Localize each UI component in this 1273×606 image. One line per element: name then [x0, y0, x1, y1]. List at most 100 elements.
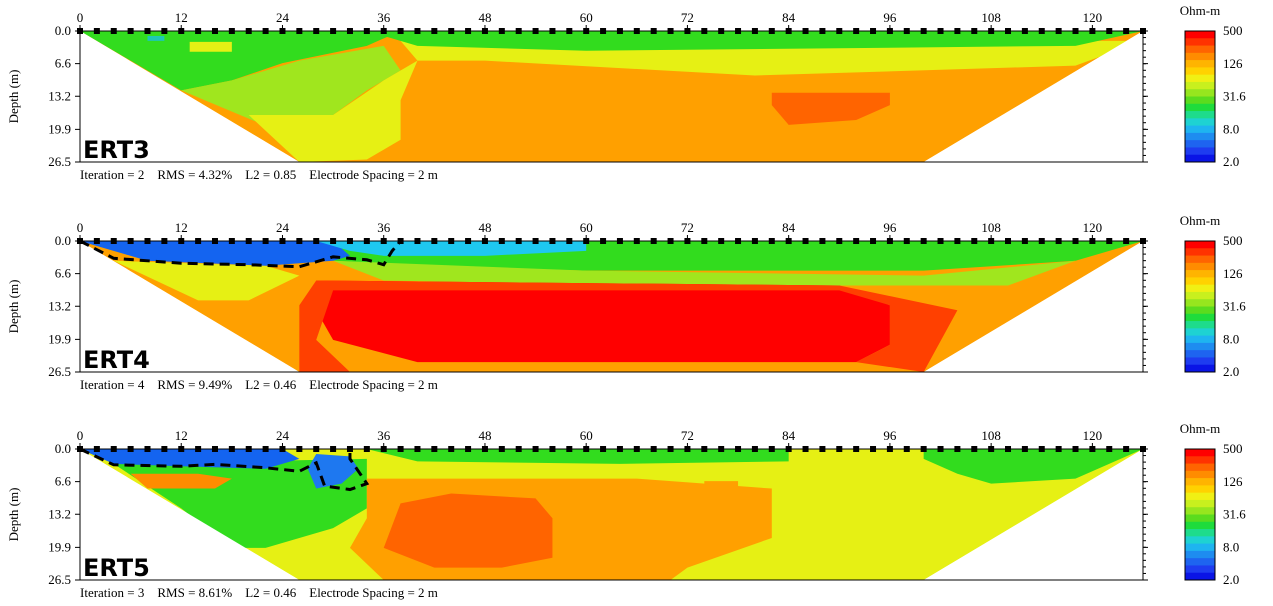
zone-green-left — [80, 31, 401, 91]
panel-label: ERT3 — [83, 136, 150, 164]
colorbar-tick-label: 500 — [1223, 233, 1243, 248]
colorbar-title: Ohm-m — [1180, 3, 1220, 18]
zone-deep-orange — [771, 92, 890, 125]
electrode-marker — [211, 238, 218, 244]
electrode-marker — [1123, 446, 1130, 452]
electrode-marker — [144, 446, 151, 452]
electrode-marker — [971, 238, 978, 244]
colorbar-tick-label: 31.6 — [1223, 299, 1246, 314]
x-tick-label: 96 — [883, 10, 897, 25]
zone-orange-wing — [130, 473, 232, 489]
electrode-marker — [954, 28, 961, 34]
colorbar-tick-label: 2.0 — [1223, 572, 1239, 587]
colorbar-swatch — [1185, 328, 1215, 337]
electrode-marker — [870, 446, 877, 452]
electrode-marker — [836, 446, 843, 452]
electrode-marker — [515, 446, 522, 452]
x-tick-label: 12 — [175, 428, 188, 443]
electrode-marker — [346, 28, 353, 34]
electrode-marker — [971, 28, 978, 34]
electrode-marker — [498, 28, 505, 34]
x-tick-label: 24 — [276, 428, 290, 443]
electrode-marker — [1038, 238, 1045, 244]
zone-light-green — [333, 260, 1076, 286]
electrode-marker — [1005, 238, 1012, 244]
y-tick-label: 0.0 — [55, 441, 71, 456]
colorbar-swatch — [1185, 321, 1215, 329]
colorbar-swatch — [1185, 89, 1215, 97]
panel-ert3: 0 12 24 36 48 60 72 84 96 108 120 0.0 6.6 13.2 19.9 26.… — [6, 3, 1246, 182]
x-tick-label: 84 — [782, 10, 796, 25]
x-tick-label: 12 — [175, 10, 188, 25]
y-tick-label: 6.6 — [55, 266, 72, 281]
y-tick-label: 0.0 — [55, 23, 71, 38]
x-tick-label: 120 — [1083, 220, 1103, 235]
colorbar-swatch — [1185, 111, 1215, 119]
colorbar-tick-label: 31.6 — [1223, 507, 1246, 522]
colorbar-swatch — [1185, 277, 1215, 286]
colorbar-swatch — [1185, 478, 1215, 486]
electrode-marker — [870, 238, 877, 244]
electrode-marker — [920, 446, 927, 452]
electrode-marker — [751, 238, 758, 244]
x-tick-label: 84 — [782, 220, 796, 235]
electrode-marker — [768, 238, 775, 244]
electrode-marker — [515, 28, 522, 34]
colorbar-swatch — [1185, 248, 1215, 257]
colorbar-frame — [1184, 448, 1216, 581]
electrode-marker — [330, 28, 337, 34]
electrode-marker — [127, 238, 134, 244]
x-tick-label: 120 — [1083, 10, 1103, 25]
electrode-marker — [1055, 446, 1062, 452]
electrode-marker — [549, 446, 556, 452]
x-tick-label: 48 — [478, 220, 491, 235]
electrode-marker — [448, 28, 455, 34]
electrode-marker — [346, 238, 353, 244]
colorbar-swatch — [1185, 485, 1215, 494]
electrode-marker — [633, 238, 640, 244]
electrode-marker — [566, 28, 573, 34]
zone-red-orange-rim — [299, 280, 958, 372]
electrode-marker — [1005, 446, 1012, 452]
colorbar-frame — [1184, 30, 1216, 163]
colorbar-swatch — [1185, 521, 1215, 530]
zone-red-core — [316, 280, 890, 363]
electrode-marker — [600, 238, 607, 244]
electrode-marker — [903, 446, 910, 452]
electrode-marker — [819, 28, 826, 34]
colorbar-tick-label: 500 — [1223, 441, 1243, 456]
colorbar-tick-label: 8.0 — [1223, 331, 1239, 346]
electrode-marker — [600, 446, 607, 452]
electrode-marker — [211, 28, 218, 34]
x-tick-label: 36 — [377, 220, 391, 235]
electrode-marker — [245, 238, 252, 244]
electrode-marker — [110, 28, 117, 34]
x-tick-label: 108 — [981, 10, 1001, 25]
x-tick-label: 96 — [883, 428, 897, 443]
electrode-marker — [768, 446, 775, 452]
electrode-marker — [245, 446, 252, 452]
electrode-marker — [819, 238, 826, 244]
electrode-marker — [498, 446, 505, 452]
electrode-marker — [667, 28, 674, 34]
electrode-marker — [228, 28, 235, 34]
electrode-marker — [93, 446, 100, 452]
colorbar-swatch — [1185, 125, 1215, 134]
x-tick-label: 108 — [981, 220, 1001, 235]
mask-right — [923, 449, 1143, 580]
electrode-marker — [1021, 446, 1028, 452]
electrode-marker — [414, 446, 421, 452]
mask-left — [80, 449, 300, 580]
colorbar-swatch — [1185, 543, 1215, 552]
electrode-marker — [110, 238, 117, 244]
electrode-marker — [313, 446, 320, 452]
y-axis-title: Depth (m) — [6, 488, 21, 542]
electrode-marker — [1005, 28, 1012, 34]
zone-green-right — [923, 449, 1143, 484]
zone-cyan-zone — [316, 241, 587, 256]
y-tick-label: 19.9 — [48, 121, 71, 136]
y-tick-label: 6.6 — [55, 56, 72, 71]
colorbar-swatch — [1185, 357, 1215, 366]
electrode-marker — [701, 446, 708, 452]
